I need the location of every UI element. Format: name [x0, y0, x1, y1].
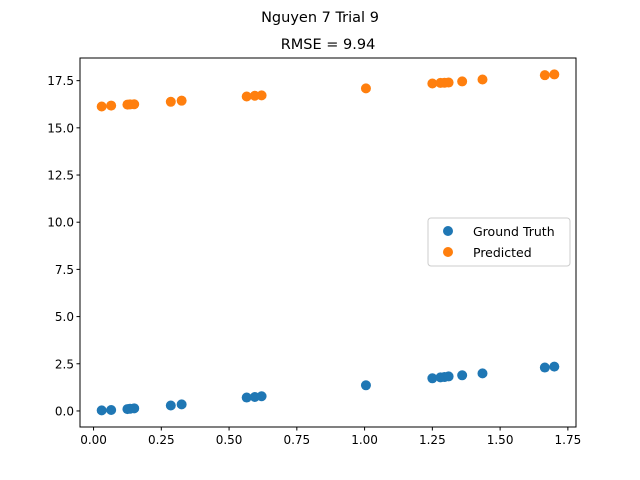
point-predicted — [106, 100, 117, 111]
y-tick-label: 12.5 — [47, 169, 74, 183]
legend-marker-ground-truth — [443, 226, 453, 236]
y-tick-label: 10.0 — [47, 216, 74, 230]
x-tick-label: 0.00 — [80, 433, 107, 447]
point-predicted — [539, 70, 550, 81]
legend-label-predicted: Predicted — [473, 245, 532, 260]
x-tick-label: 1.25 — [419, 433, 446, 447]
y-tick-label: 7.5 — [55, 263, 74, 277]
point-ground-truth — [539, 362, 550, 373]
point-ground-truth — [176, 399, 187, 410]
x-tick-label: 0.50 — [216, 433, 243, 447]
point-ground-truth — [165, 400, 176, 411]
point-predicted — [96, 101, 107, 112]
legend-label-ground-truth: Ground Truth — [473, 224, 555, 239]
point-predicted — [360, 83, 371, 94]
point-predicted — [129, 99, 140, 110]
y-tick-label: 15.0 — [47, 121, 74, 135]
x-tick-label: 1.00 — [351, 433, 378, 447]
y-tick-label: 17.5 — [47, 74, 74, 88]
y-tick-label: 5.0 — [55, 310, 74, 324]
chart-title: RMSE = 9.94 — [281, 37, 376, 53]
point-predicted — [457, 76, 468, 87]
point-ground-truth — [427, 373, 438, 384]
plot-frame — [79, 57, 577, 428]
point-ground-truth — [96, 405, 107, 416]
x-tick-label: 0.75 — [283, 433, 310, 447]
point-ground-truth — [256, 391, 267, 402]
x-axis: 0.00 0.25 0.50 0.75 1.00 1.25 1.50 1.75 — [80, 427, 581, 447]
plot-marks — [96, 69, 560, 416]
chart-suptitle: Nguyen 7 Trial 9 — [261, 10, 379, 26]
x-tick-label: 1.50 — [487, 433, 514, 447]
y-tick-label: 0.0 — [55, 404, 74, 418]
point-predicted — [241, 91, 252, 102]
point-predicted — [256, 90, 267, 101]
point-predicted — [549, 69, 560, 80]
point-predicted — [477, 74, 488, 85]
point-ground-truth — [549, 361, 560, 372]
point-ground-truth — [477, 368, 488, 379]
point-predicted — [443, 77, 454, 88]
legend-marker-predicted — [443, 247, 453, 257]
y-axis: 0.0 2.5 5.0 7.5 10.0 12.5 15.0 17.5 — [47, 74, 80, 418]
point-predicted — [427, 78, 438, 89]
point-predicted — [176, 95, 187, 106]
point-predicted — [165, 96, 176, 107]
y-tick-label: 2.5 — [55, 357, 74, 371]
point-ground-truth — [129, 403, 140, 414]
point-ground-truth — [241, 392, 252, 403]
legend: Ground Truth Predicted — [427, 217, 571, 267]
point-ground-truth — [360, 380, 371, 391]
legend-frame — [427, 217, 571, 267]
x-tick-label: 0.25 — [148, 433, 175, 447]
x-tick-label: 1.75 — [555, 433, 582, 447]
point-ground-truth — [457, 370, 468, 381]
point-ground-truth — [443, 371, 454, 382]
point-ground-truth — [106, 405, 117, 416]
